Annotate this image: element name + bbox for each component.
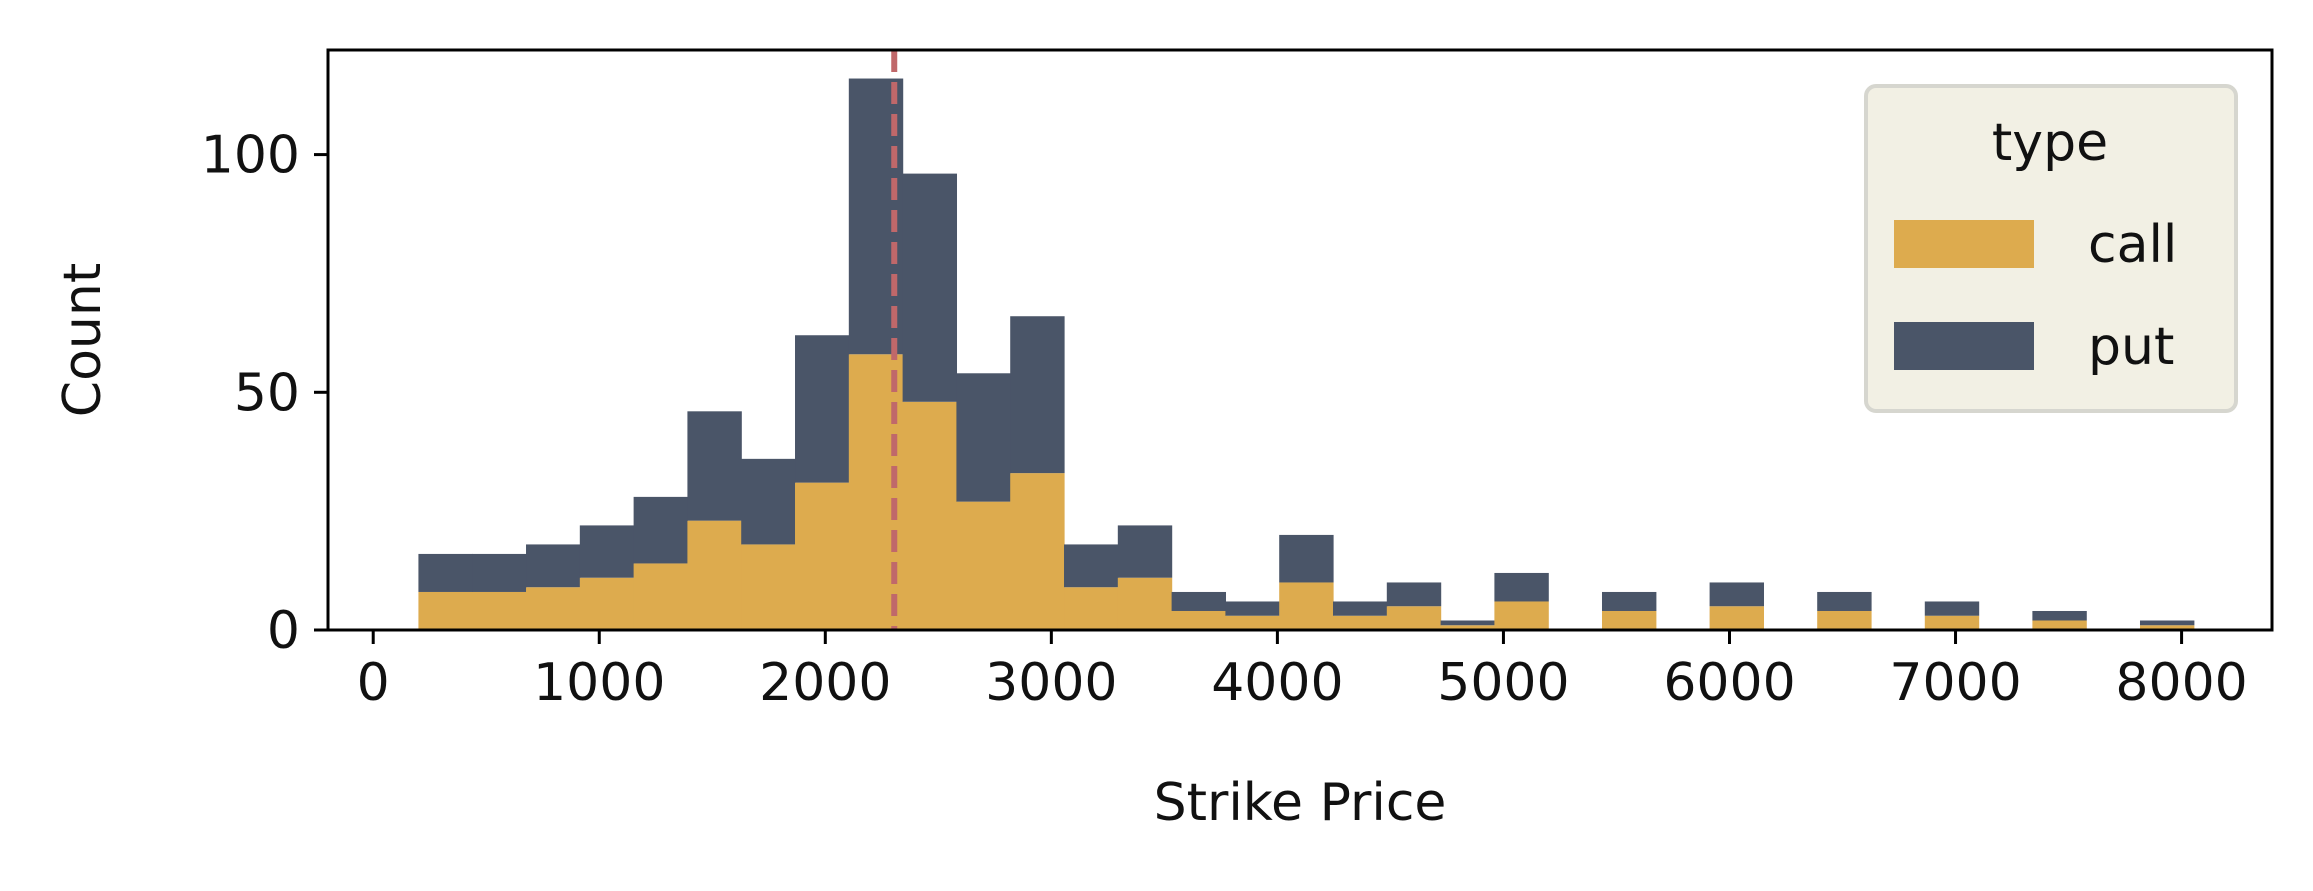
bar-put-28 — [1924, 601, 1980, 616]
bar-call-2 — [526, 587, 581, 630]
x-tick-label-0: 0 — [357, 653, 390, 713]
x-tick-label-7: 7000 — [1889, 653, 2021, 713]
bar-put-19 — [1440, 620, 1495, 626]
bar-call-28 — [1924, 615, 1980, 630]
bar-call-24 — [1709, 606, 1764, 630]
x-axis-label: Strike Price — [1154, 773, 1447, 833]
bar-put-11 — [1010, 316, 1065, 474]
bar-put-5 — [687, 411, 742, 521]
bar-call-10 — [956, 501, 1011, 630]
bar-call-15 — [1225, 615, 1280, 630]
bar-call-4 — [633, 563, 689, 630]
bar-call-9 — [902, 401, 958, 630]
plot-frame — [326, 48, 2274, 632]
bar-put-13 — [1117, 525, 1173, 578]
bar-put-15 — [1225, 601, 1280, 616]
bar-put-2 — [526, 544, 581, 588]
legend-label-call: call — [2088, 215, 2177, 275]
legend-label-put: put — [2088, 317, 2174, 377]
legend: type call put — [1864, 84, 2238, 413]
y-axis-label: Count — [53, 263, 113, 417]
bar-call-8 — [848, 354, 904, 630]
y-tick-label-0: 0 — [267, 601, 300, 661]
bar-put-0 — [418, 553, 473, 592]
bar-call-14 — [1171, 610, 1227, 630]
bar-call-32 — [2139, 625, 2195, 630]
bar-put-4 — [633, 496, 689, 564]
bar-call-26 — [1817, 610, 1872, 630]
y-tick-label-1: 50 — [234, 363, 300, 423]
bar-put-30 — [2032, 610, 2087, 621]
bar-call-1 — [472, 591, 527, 630]
bar-put-20 — [1494, 572, 1549, 602]
bar-put-16 — [1279, 534, 1334, 583]
legend-swatch-put — [1894, 322, 2034, 370]
bar-put-32 — [2139, 620, 2195, 626]
bar-call-19 — [1440, 625, 1495, 630]
bar-put-3 — [579, 525, 635, 578]
bar-call-18 — [1386, 606, 1442, 630]
legend-title: type — [1992, 113, 2108, 173]
x-tick-label-6: 6000 — [1663, 653, 1795, 713]
x-tick-label-5: 5000 — [1437, 653, 1569, 713]
bar-call-5 — [687, 520, 742, 630]
y-tick-label-2: 100 — [201, 126, 300, 186]
bar-put-1 — [472, 553, 527, 592]
x-axis: 0 1000 2000 3000 4000 5000 6000 7000 8000 — [357, 630, 2248, 713]
legend-swatch-call — [1894, 220, 2034, 268]
bar-call-3 — [579, 577, 635, 630]
bar-call-13 — [1117, 577, 1173, 630]
bar-put-7 — [795, 335, 850, 483]
bar-put-6 — [741, 458, 796, 545]
bar-call-12 — [1064, 587, 1119, 630]
bars-layer — [418, 78, 2195, 630]
bar-call-11 — [1010, 473, 1065, 630]
bar-call-6 — [741, 544, 796, 630]
bar-put-22 — [1601, 591, 1657, 611]
bar-put-14 — [1171, 591, 1227, 611]
bar-call-16 — [1279, 582, 1334, 630]
bar-put-10 — [956, 373, 1011, 502]
x-tick-label-8: 8000 — [2115, 653, 2247, 713]
bar-call-30 — [2032, 620, 2087, 630]
x-tick-label-1: 1000 — [533, 653, 665, 713]
bar-call-17 — [1333, 615, 1388, 630]
bar-put-9 — [902, 173, 958, 402]
x-tick-label-4: 4000 — [1211, 653, 1343, 713]
x-tick-label-3: 3000 — [985, 653, 1117, 713]
y-axis: 0 50 100 — [201, 126, 328, 661]
bar-put-12 — [1064, 544, 1119, 588]
bar-put-26 — [1817, 591, 1872, 611]
bar-call-7 — [795, 482, 850, 630]
bar-call-20 — [1494, 601, 1549, 630]
x-tick-label-2: 2000 — [759, 653, 891, 713]
bar-call-0 — [418, 591, 473, 630]
bar-call-22 — [1601, 610, 1657, 630]
bar-put-18 — [1386, 582, 1442, 607]
bar-put-17 — [1333, 601, 1388, 616]
bar-put-24 — [1709, 582, 1764, 607]
